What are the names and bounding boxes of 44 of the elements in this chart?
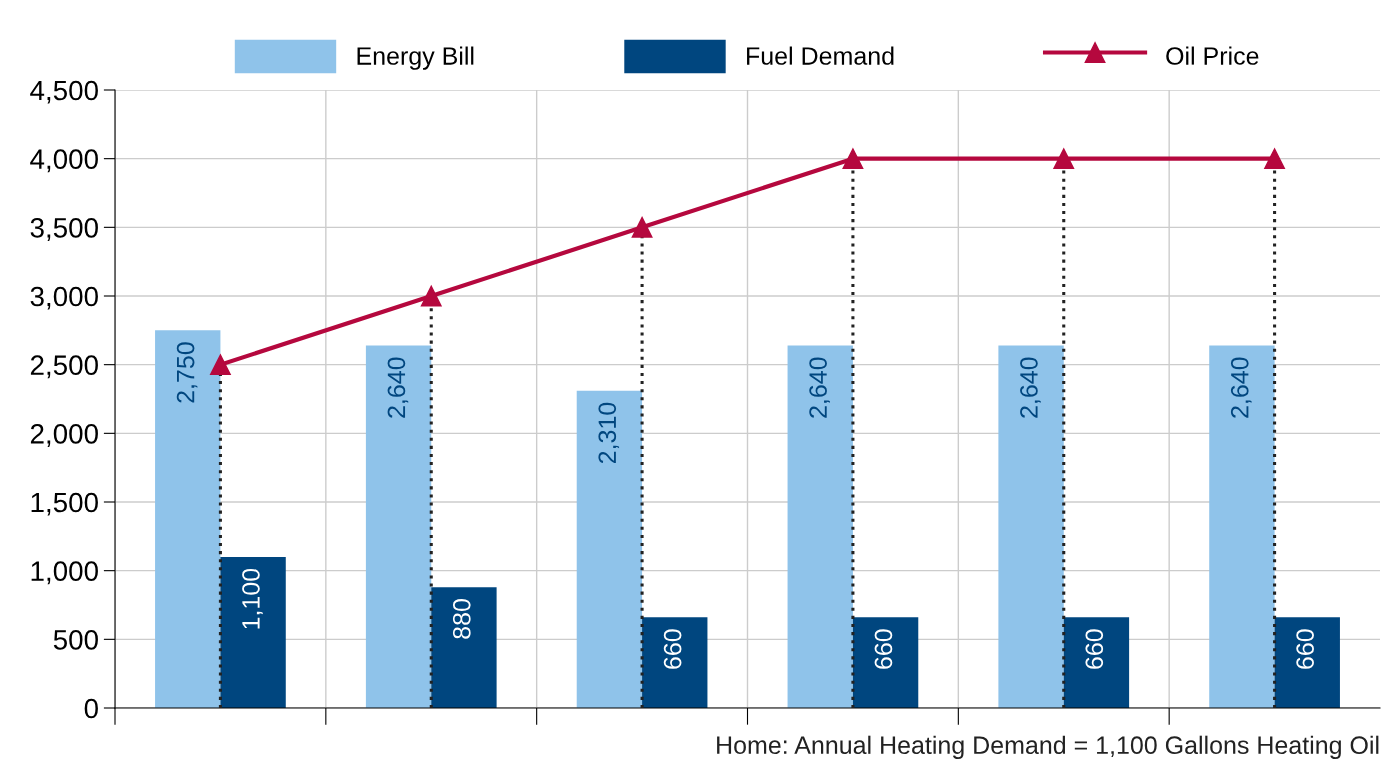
y-tick-label: 4,000 [30,149,98,173]
bar [1209,345,1275,708]
data-label: 660 [874,629,893,669]
data-label: 2,310 [598,402,620,464]
bar [1274,617,1340,708]
data-label: 2,750 [176,342,198,403]
point [842,148,864,170]
point [420,285,442,307]
y-tick-label: 4,500 [30,80,98,104]
bar [220,556,286,708]
y-tick-label: 2,000 [30,424,98,447]
data-label: 2,640 [387,357,409,418]
data-label: 1,100 [242,568,263,629]
bar [787,345,853,708]
data-label: 2,640 [1020,357,1041,418]
y-tick-label: 500 [53,630,98,650]
data-label: 2,640 [1230,357,1252,418]
y-tick-label: 1,000 [31,561,98,585]
data-label: 880 [452,599,471,639]
legend-label: Energy Bill [357,46,474,70]
bar [155,330,221,708]
bar [642,617,708,708]
legend-label: Fuel Demand [747,46,894,65]
legend-label: Oil Price [1166,46,1259,65]
y-tick-label: 0 [84,698,98,719]
bar [365,345,432,708]
bar [576,390,643,708]
text: Home: Annual Heating Demand = 1,100 Gallons Heating Oil [717,735,1379,759]
data-label: 2,640 [809,357,830,418]
bar [998,345,1064,708]
y-tick-label: 2,500 [30,355,98,379]
point [1264,148,1286,170]
data-label: 660 [1296,629,1314,669]
point [1053,148,1075,170]
data-label: 660 [1085,629,1104,669]
y-tick-label: 3,500 [30,218,98,241]
point [631,216,653,238]
y-tick-label: 1,500 [31,492,98,516]
data-label: 660 [663,629,682,669]
y-tick-label: 3,000 [30,286,98,310]
bar [431,587,497,708]
point [209,354,231,376]
bar [1063,617,1130,708]
bar [852,617,919,708]
